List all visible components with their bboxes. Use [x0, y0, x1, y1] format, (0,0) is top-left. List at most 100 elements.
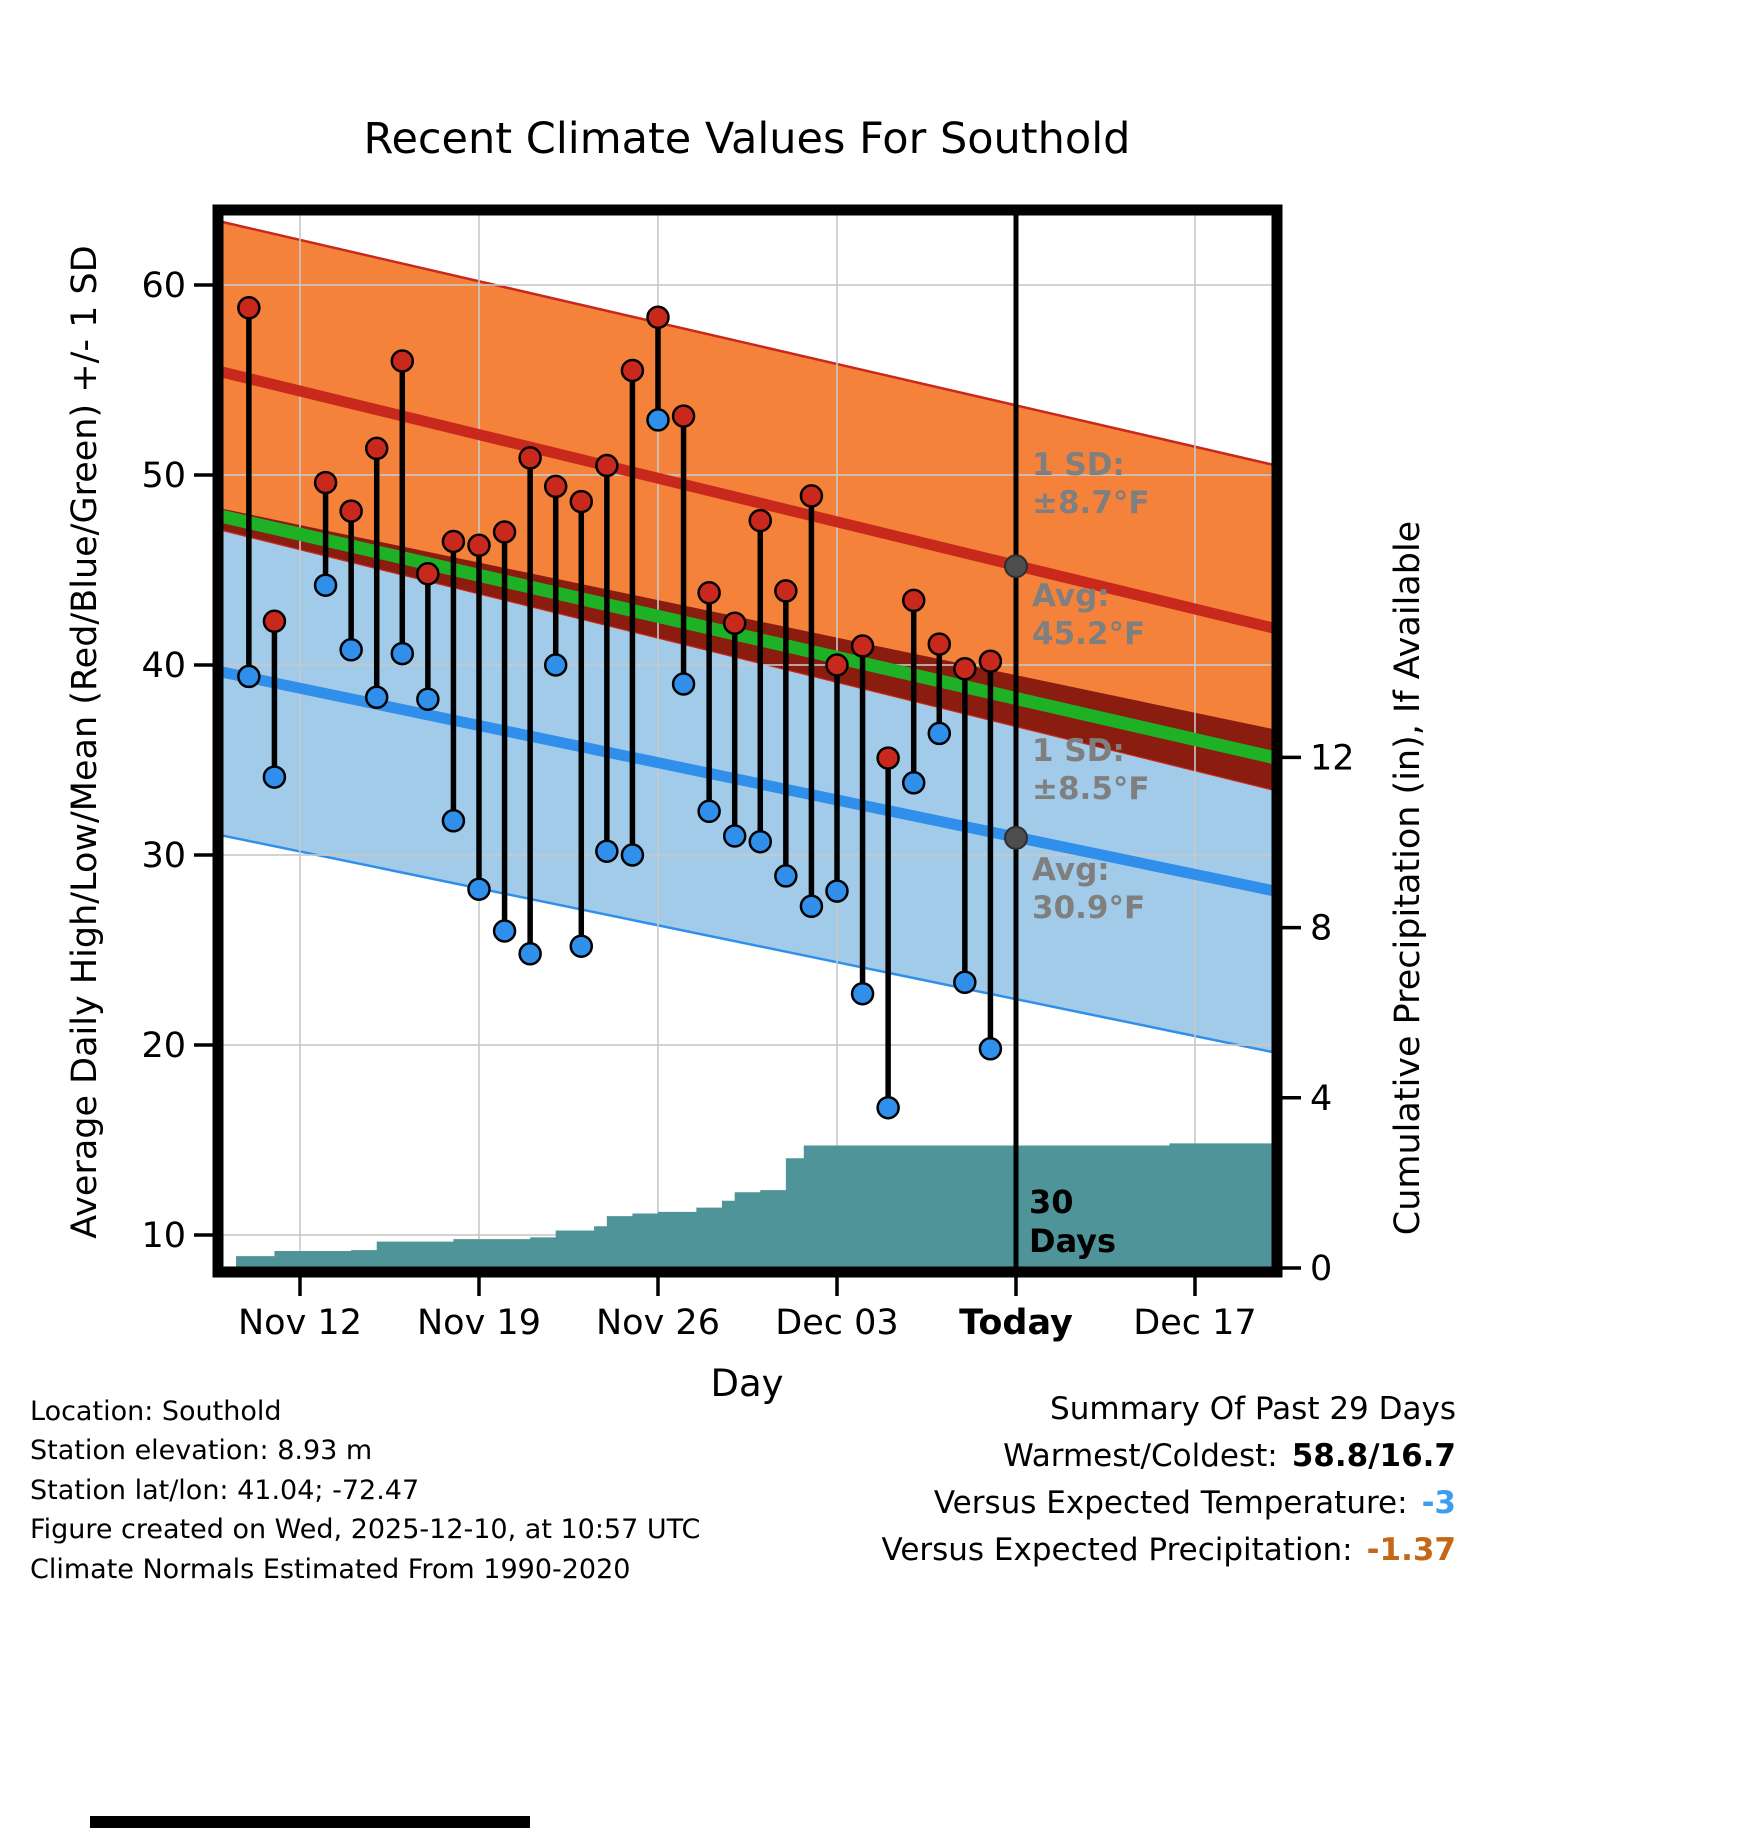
figure-created-timestamp: Figure created on Wed, 2025-12-10, at 10… — [30, 1514, 701, 1546]
daily-high-dot — [850, 634, 875, 658]
daily-low-dot — [543, 653, 568, 677]
daily-low-dot — [953, 970, 977, 995]
high-low-dumbbell — [927, 632, 952, 746]
y-tick-label-right: 4 — [1310, 1079, 1332, 1119]
high-low-dumbbell — [237, 296, 261, 689]
daily-low-dot — [825, 879, 849, 903]
daily-high-dot — [364, 436, 389, 461]
avg-high-line — [218, 365, 1277, 635]
chart-title: Recent Climate Values For Southold — [363, 114, 1131, 164]
daily-low-dot — [595, 839, 619, 863]
daily-low-dot — [364, 685, 389, 710]
daily-high-dot — [262, 609, 287, 634]
daily-high-dot — [697, 581, 721, 605]
daily-low-dot — [748, 829, 773, 854]
climate-normals-note: Climate Normals Estimated From 1990-2020 — [30, 1553, 631, 1585]
daily-high-dot — [441, 529, 466, 554]
y-tick-label-left: 60 — [141, 266, 186, 306]
high-low-dumbbell — [543, 474, 568, 677]
daily-high-dot — [901, 588, 926, 613]
high-low-dumbbell — [620, 358, 645, 867]
high-low-dumbbell — [978, 649, 1003, 1061]
x-tick-label: Dec 17 — [1133, 1303, 1256, 1343]
y-tick-label-right: 0 — [1310, 1249, 1332, 1289]
vs-temperature-label: Versus Expected Temperature: — [933, 1485, 1408, 1522]
annotation-low-sd: 1 SD: ±8.5°F — [1032, 733, 1150, 807]
summary-vs-precipitation: Versus Expected Precipitation: -1.37 — [882, 1527, 1456, 1574]
high-low-dumbbell — [492, 520, 517, 943]
daily-low-dot — [237, 664, 261, 689]
daily-high-dot — [595, 453, 619, 478]
cumulative-precip-area — [236, 1143, 1277, 1268]
y-tick-label-left: 40 — [141, 646, 186, 686]
plot-border — [212, 204, 1283, 1278]
y-tick-label-left: 30 — [141, 836, 186, 876]
daily-low-dot — [569, 934, 594, 958]
high-low-dumbbell — [467, 533, 491, 901]
daily-low-dot — [416, 687, 440, 711]
daily-high-dot — [416, 562, 440, 586]
daily-high-dot — [722, 611, 747, 635]
summary-warmest-coldest: Warmest/Coldest: 58.8/16.7 — [882, 1433, 1456, 1480]
station-latlon: Station lat/lon: 41.04; -72.47 — [30, 1474, 420, 1506]
high-low-dumbbell — [364, 436, 389, 710]
high-low-dumbbell — [671, 404, 696, 696]
x-tick-label: Dec 03 — [775, 1303, 898, 1343]
high-low-dumbbell — [313, 470, 338, 597]
daily-high-dot — [953, 657, 977, 681]
high-low-dumbbell — [748, 508, 773, 854]
high-low-dumbbell — [646, 305, 670, 432]
annotation-30-days: 30 Days — [1029, 1183, 1117, 1261]
daily-high-dot — [799, 484, 824, 508]
daily-low-dot — [876, 1095, 900, 1120]
high-low-dumbbell — [416, 562, 440, 711]
daily-low-dot — [799, 894, 824, 919]
warmest-coldest-label: Warmest/Coldest: — [1003, 1438, 1278, 1475]
avg-low-line — [218, 665, 1277, 898]
daily-low-dot — [390, 641, 415, 666]
high-low-dumbbell — [799, 484, 824, 919]
high-low-dumbbell — [390, 349, 415, 666]
daily-low-dot — [850, 981, 875, 1006]
daily-low-dot — [671, 672, 696, 696]
high-low-dumbbell — [825, 653, 849, 903]
x-tick-label: Today — [959, 1303, 1073, 1343]
y-tick-label-left: 20 — [141, 1026, 186, 1066]
x-tick-label: Nov 19 — [417, 1303, 541, 1343]
avg-low-marker — [1003, 825, 1028, 850]
summary-vs-temperature: Versus Expected Temperature: -3 — [882, 1480, 1456, 1527]
daily-low-dot — [262, 765, 287, 789]
x-tick-label: Nov 12 — [238, 1303, 362, 1343]
daily-low-dot — [492, 919, 517, 943]
daily-high-dot — [825, 653, 849, 677]
daily-high-dot — [671, 404, 696, 428]
bottom-edge-artifact — [90, 1816, 530, 1828]
daily-high-dot — [237, 296, 261, 320]
daily-low-dot — [339, 638, 363, 662]
annotation-high-sd: 1 SD: ±8.7°F — [1032, 447, 1150, 521]
high-low-dumbbell — [850, 634, 875, 1006]
y-axis-label-precipitation: Cumulative Precipitation (in), If Availa… — [1388, 520, 1428, 1236]
high-low-dumbbell — [262, 609, 287, 789]
avg-mean-line — [218, 508, 1277, 765]
daily-high-dot — [646, 305, 670, 330]
daily-low-dot — [901, 771, 926, 795]
daily-low-dot — [646, 408, 670, 432]
y-axis-label-temperature: Average Daily High/Low/Mean (Red/Blue/Gr… — [65, 245, 105, 1239]
daily-high-dot — [569, 489, 594, 514]
daily-low-dot — [620, 843, 645, 867]
annotation-low-avg: Avg: 30.9°F — [1032, 852, 1146, 926]
y-tick-label-left: 10 — [141, 1216, 186, 1256]
y-tick-label-right: 12 — [1310, 738, 1355, 778]
annotation-high-avg: Avg: 45.2°F — [1032, 578, 1146, 652]
y-tick-label-right: 8 — [1310, 909, 1332, 949]
high-low-dumbbell — [774, 579, 798, 888]
daily-high-dot — [339, 499, 363, 523]
station-location: Location: Southold — [30, 1396, 282, 1427]
high-low-dumbbell — [876, 746, 900, 1120]
daily-low-dot — [441, 809, 466, 833]
daily-low-dot — [467, 877, 491, 901]
daily-low-dot — [927, 721, 952, 746]
vs-temperature-value: -3 — [1421, 1485, 1456, 1522]
